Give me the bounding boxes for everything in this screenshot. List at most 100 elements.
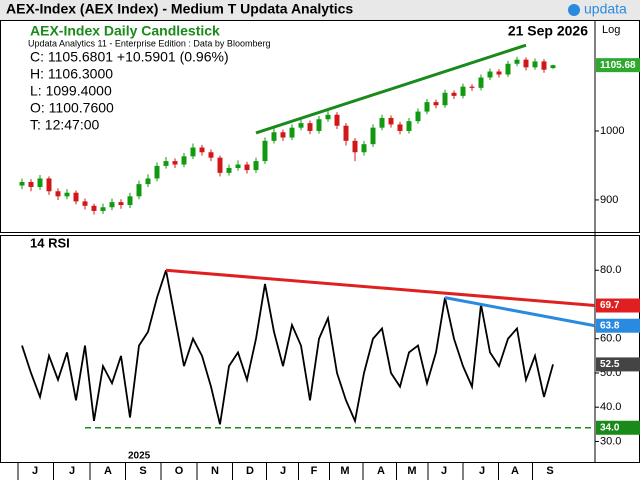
candle-body [289, 127, 295, 138]
x-tick-label: J [441, 465, 447, 477]
price-tag-label: 63.8 [600, 320, 620, 331]
x-tick-label: N [211, 465, 219, 477]
info-line: O: 1100.7600 [30, 100, 114, 116]
price-tag-label: 1105.68 [600, 60, 636, 71]
candle-body [73, 192, 79, 202]
x-tick-label: M [340, 465, 349, 477]
y-tick-label: 40.0 [600, 401, 621, 413]
candle-body [523, 59, 529, 68]
candle-body [91, 205, 97, 211]
candle-body [226, 167, 232, 173]
candle-body [64, 192, 70, 197]
candle-body [433, 102, 439, 106]
x-tick-label: S [139, 465, 146, 477]
candle-body [334, 114, 340, 126]
window-title: AEX-Index (AEX Index) - Medium T Updata … [6, 1, 353, 17]
price-tag-label: 69.7 [600, 300, 620, 311]
x-tick-label: A [377, 465, 385, 477]
x-tick-label: J [69, 465, 75, 477]
rsi-title: 14 RSI [30, 235, 70, 250]
candle-body [406, 121, 412, 131]
price-tag-label: 52.5 [600, 359, 620, 370]
candle-body [190, 147, 196, 157]
candle-body [451, 92, 457, 96]
trendline [444, 296, 596, 328]
candle-body [136, 184, 142, 197]
title-bar [0, 0, 640, 20]
candle-body [343, 125, 349, 141]
price-tag [596, 357, 640, 372]
candle-body [181, 156, 187, 165]
candle-body [244, 164, 250, 171]
x-tick-label: J [479, 465, 485, 477]
y-tick-label: 60.0 [600, 333, 621, 345]
candle-body [28, 181, 34, 187]
candle-body [208, 152, 214, 158]
candle-body [154, 165, 160, 179]
y-tick-label: 1000 [600, 125, 624, 137]
info-line: C: 1105.6801 +10.5901 (0.96%) [30, 49, 229, 65]
rsi-line [21, 269, 554, 425]
logo: updata [584, 1, 627, 17]
x-tick-label: A [104, 465, 112, 477]
y-tick-label: 30.0 [600, 435, 621, 447]
candle-body [415, 111, 421, 122]
candle-body [19, 181, 25, 186]
candle-body [424, 102, 430, 112]
candle-body [118, 202, 124, 206]
x-tick-label: F [311, 465, 318, 477]
candle-body [46, 178, 52, 192]
candle-body [199, 147, 205, 153]
x-tick-label: S [546, 465, 553, 477]
candle-body [469, 86, 475, 88]
info-line: L: 1099.4000 [30, 83, 112, 99]
candle-body [262, 140, 268, 162]
candle-body [325, 114, 331, 120]
candle-body [109, 202, 115, 208]
info-line: T: 12:47:00 [30, 117, 99, 133]
candle-body [550, 65, 556, 69]
candle-body [172, 161, 178, 165]
candle-body [370, 127, 376, 145]
candle-body [460, 86, 466, 96]
candle-body [298, 123, 304, 128]
candle-body [352, 140, 358, 153]
year-label: 2025 [128, 451, 151, 462]
x-tick-label: J [280, 465, 286, 477]
candle-body [379, 117, 385, 128]
x-tick-label: O [175, 465, 184, 477]
x-tick-label: A [511, 465, 519, 477]
chart-title: AEX-Index Daily Candlestick [30, 23, 220, 39]
price-tag-label: 34.0 [600, 422, 620, 433]
candle-body [145, 178, 151, 185]
candle-body [163, 161, 169, 166]
candle-body [307, 123, 313, 131]
x-tick-label: M [407, 465, 416, 477]
chart-subtitle: Updata Analytics 11 - Enterprise Edition… [28, 38, 270, 48]
candle-body [235, 164, 241, 168]
candle-body [55, 191, 61, 197]
x-tick-label: D [246, 465, 254, 477]
x-tick-label: J [32, 465, 38, 477]
candle-body [496, 71, 502, 75]
candle-body [253, 161, 259, 171]
price-tag [596, 58, 640, 73]
candle-body [487, 71, 493, 78]
price-tag [596, 298, 640, 313]
candle-body [361, 144, 367, 153]
trendline [255, 43, 527, 135]
candle-body [316, 119, 322, 131]
y-tick-label: 80.0 [600, 264, 621, 276]
candle-body [532, 61, 538, 68]
candle-body [100, 207, 106, 211]
candle-body [541, 61, 547, 70]
trendline [165, 268, 596, 308]
y-tick-label: 900 [600, 194, 618, 206]
candle-body [442, 92, 448, 106]
price-tag [596, 420, 640, 435]
logo-icon [568, 4, 580, 16]
price-tag [596, 318, 640, 333]
candle-body [280, 132, 286, 138]
candle-body [478, 77, 484, 88]
